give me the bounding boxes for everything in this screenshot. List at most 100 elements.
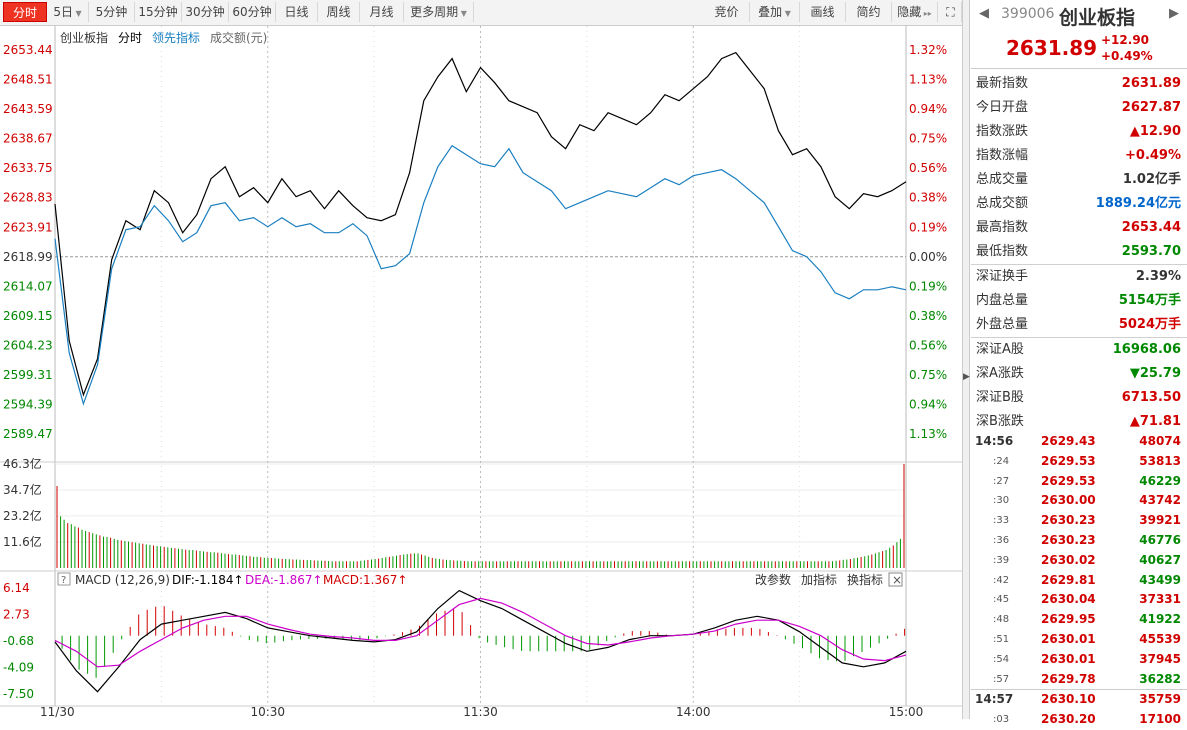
stat-value: 16968.06 (1112, 342, 1181, 357)
macd-tick-label: -4.09 (3, 661, 34, 675)
stat-label: 外盘总量 (976, 317, 1029, 332)
intraday-chart: 2653.44 1.32% 2648.51 1.13% 2643.59 0.94% 2638… (0, 26, 962, 719)
stat-row: 总成交额 1889.24亿元 (971, 192, 1187, 216)
period-tab-label: 更多周期 (410, 5, 459, 19)
stat-value: +0.49% (1125, 148, 1181, 163)
tick-price: 2629.78 (1041, 671, 1096, 686)
toolbar-button-label: 简约 (856, 5, 881, 19)
stat-row: 最低指数 2593.70 (971, 240, 1187, 264)
period-tab-label: 60分钟 (232, 5, 272, 19)
time-label: 15:00 (889, 705, 924, 719)
change-percent: +0.49% (1101, 49, 1153, 63)
price-tick-label: 2643.59 (3, 102, 53, 116)
price-tick-label: 2594.39 (3, 397, 53, 411)
period-tab-2[interactable]: 5分钟 (89, 2, 135, 22)
tick-price: 2630.00 (1041, 493, 1096, 508)
macd-link-1[interactable]: 加指标 (801, 572, 837, 587)
volume-tick-label: 11.6亿 (3, 534, 42, 549)
tick-time: 14:57 (975, 692, 1014, 707)
next-stock-icon[interactable]: ▶ (1169, 6, 1179, 21)
tick-volume: 43499 (1139, 572, 1181, 587)
legend-item-0: 创业板指 (60, 30, 108, 45)
stat-value: ▲12.90 (1129, 124, 1181, 139)
toolbar-button-label: 叠加 (758, 5, 783, 19)
tick-time: :45 (993, 594, 1010, 606)
toolbar-button-0[interactable]: 竞价 (704, 2, 750, 22)
tick-price: 2629.95 (1041, 612, 1096, 627)
toolbar-button-1[interactable]: 叠加 ▼ (750, 2, 800, 22)
tick-time: :39 (993, 554, 1010, 566)
percent-tick-label: 0.38% (909, 191, 947, 205)
stat-label: 深A涨跌 (976, 366, 1024, 381)
stat-value: 2631.89 (1121, 76, 1181, 91)
macd-link-2[interactable]: 换指标 (847, 572, 883, 587)
macd-close-icon[interactable] (888, 572, 903, 587)
period-tab-4[interactable]: 30分钟 (182, 2, 229, 22)
panel-splitter[interactable]: ▶ (962, 0, 970, 719)
tick-volume: 40627 (1139, 552, 1181, 567)
tick-price: 2630.01 (1041, 651, 1096, 666)
period-tab-1[interactable]: 5日 ▼ (47, 2, 89, 22)
price-tick-label: 2614.07 (3, 279, 53, 293)
period-tab-7[interactable]: 周线 (318, 2, 360, 22)
macd-dea-line (54, 597, 907, 668)
tick-row: 14:56 2629.43 48074 (971, 432, 1187, 452)
stat-value: 2653.44 (1121, 220, 1181, 235)
dropdown-arrow-icon: ▼ (72, 9, 82, 18)
tick-row: :27 2629.53 46229 (971, 472, 1187, 492)
period-tab-6[interactable]: 日线 (276, 2, 318, 22)
percent-tick-label: 1.32% (909, 43, 947, 57)
series-line-0 (54, 51, 907, 397)
percent-tick-label: 0.19% (909, 279, 947, 293)
toolbar-button-2[interactable]: 画线 (800, 2, 846, 22)
stat-value: 1.02亿手 (1122, 172, 1181, 187)
stat-label: 今日开盘 (976, 100, 1029, 115)
period-toolbar: 分时 5日 ▼ 5分钟 15分钟 30分钟 60分钟 日线 周线 月线 更多周期 ▼ 竞价 叠加 ▼ 画… (0, 0, 968, 26)
tick-row: 14:57 2630.10 35759 (971, 689, 1187, 710)
stat-label: 总成交量 (976, 172, 1029, 187)
toolbar-button-4[interactable]: 隐藏 ▸▸ (892, 2, 938, 22)
tick-time: :57 (993, 673, 1010, 685)
percent-tick-label: 0.56% (909, 161, 947, 175)
period-tab-8[interactable]: 月线 (360, 2, 404, 22)
macd-help-icon (57, 572, 71, 586)
macd-header: MACD (12,26,9) (75, 573, 170, 587)
tick-volume: 39921 (1139, 513, 1181, 528)
stat-row: 最高指数 2653.44 (971, 216, 1187, 240)
toolbar-button-label: 隐藏 (897, 5, 922, 19)
stat-row: 内盘总量 5154万手 (971, 289, 1187, 313)
tick-volume: 17100 (1139, 712, 1181, 727)
tick-row: :51 2630.01 45539 (971, 630, 1187, 650)
time-label: 14:00 (676, 705, 711, 719)
stat-label: 深证换手 (976, 269, 1029, 284)
period-tab-3[interactable]: 15分钟 (135, 2, 182, 22)
dropdown-arrow-icon: ▼ (458, 9, 467, 18)
dropdown-arrow-icon: ▼ (782, 9, 791, 18)
macd-link-0[interactable]: 改参数 (755, 572, 791, 587)
stat-row: 今日开盘 2627.87 (971, 96, 1187, 120)
prev-stock-icon[interactable]: ◀ (979, 6, 989, 21)
collapse-arrow-icon[interactable]: ▶ (963, 372, 970, 382)
tick-volume: 46776 (1139, 532, 1181, 547)
tick-volume: 37945 (1139, 651, 1181, 666)
tick-volume: 41922 (1139, 612, 1181, 627)
fullscreen-icon[interactable]: ⛶ (940, 2, 962, 22)
period-tab-0[interactable]: 分时 (3, 2, 47, 22)
macd-dif-line (54, 589, 907, 693)
percent-tick-label: 0.56% (909, 338, 947, 352)
tick-row: :48 2629.95 41922 (971, 610, 1187, 630)
tick-row: :24 2629.53 53813 (971, 452, 1187, 472)
tick-time: :48 (993, 614, 1010, 626)
period-tab-9[interactable]: 更多周期 ▼ (404, 2, 474, 22)
stat-label: 总成交额 (976, 196, 1029, 211)
price-tick-label: 2648.51 (3, 73, 53, 87)
macd-dif-label: DIF:-1.184↑ (172, 573, 244, 587)
stat-value: 5024万手 (1118, 317, 1181, 332)
tick-volume: 36282 (1139, 671, 1181, 686)
tick-time: :51 (993, 633, 1010, 645)
tick-row: :03 2630.20 17100 (971, 710, 1187, 730)
tick-price: 2630.02 (1041, 552, 1096, 567)
toolbar-button-3[interactable]: 简约 (846, 2, 892, 22)
period-tab-5[interactable]: 60分钟 (229, 2, 276, 22)
period-tab-label: 月线 (369, 5, 394, 19)
